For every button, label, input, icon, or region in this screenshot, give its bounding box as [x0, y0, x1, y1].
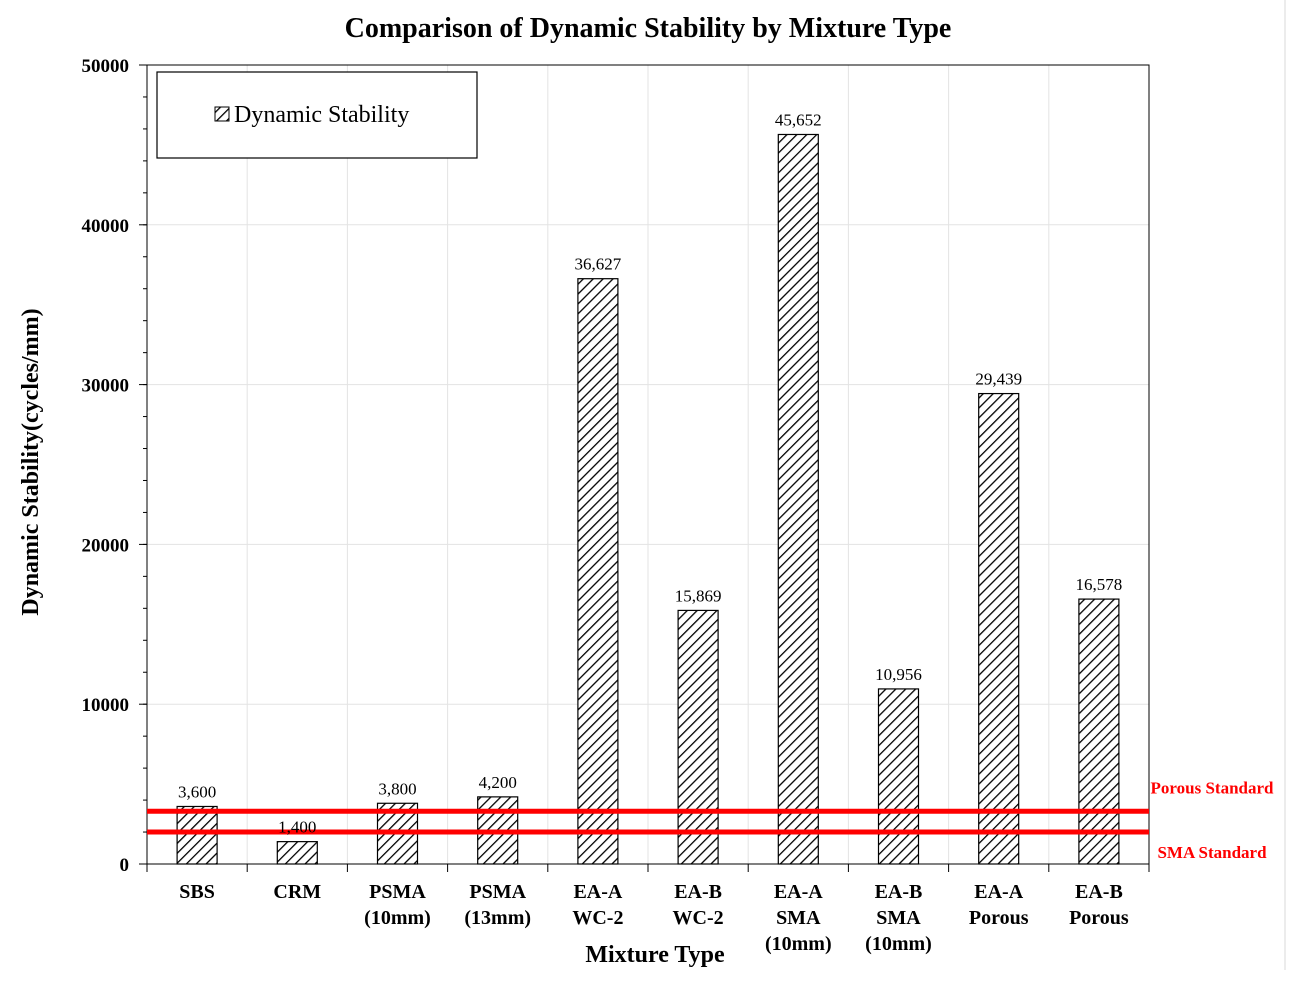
y-tick-label: 30000 [82, 376, 130, 397]
x-tick-label-line: EA-B [1075, 881, 1123, 903]
x-tick-label: PSMA (13mm) [464, 881, 531, 929]
x-tick-label: EA-B WC-2 [673, 881, 724, 929]
x-tick-label-line: Porous [969, 907, 1029, 929]
data-label: 4,200 [479, 773, 517, 792]
x-tick-label: CRM [273, 881, 321, 903]
data-label: 15,869 [675, 586, 722, 605]
bar [276, 841, 318, 865]
legend-box [156, 71, 478, 159]
bar [978, 392, 1020, 865]
x-tick-label-line: (10mm) [765, 933, 832, 955]
x-tick-label-line: EA-B [674, 881, 722, 903]
legend: Dynamic Stability [156, 71, 478, 159]
x-axis-title: Mixture Type [585, 942, 725, 968]
x-tick-label-line: EA-A [573, 881, 622, 903]
x-tick-label-line: SMA [776, 907, 821, 929]
y-axis: 0 10000 20000 30000 40000 50000 [82, 56, 147, 876]
x-axis: SBS CRM PSMA (10mm) PSMA (13mm) EA-A WC-2 EA-B WC… [146, 864, 1150, 955]
x-tick-label: EA-B Porous [1069, 881, 1129, 929]
x-tick-label-line: EA-A [974, 881, 1023, 903]
x-tick-label-line: PSMA [369, 881, 426, 903]
bar [176, 805, 218, 865]
y-axis-title: Dynamic Stability(cycles/mm) [18, 308, 44, 615]
x-tick-label: PSMA (10mm) [364, 881, 431, 929]
y-tick-label: 0 [120, 855, 130, 876]
y-tick-label: 40000 [82, 216, 130, 237]
data-labels: 3,600 1,400 3,800 4,200 36,627 15,869 45,652 10… [178, 110, 1122, 836]
x-tick-label-line: SBS [179, 881, 215, 903]
reference-line-label: Porous Standard [1151, 778, 1275, 797]
bar [577, 278, 619, 865]
data-label: 10,956 [875, 665, 922, 684]
x-tick-label-line: EA-A [774, 881, 823, 903]
x-tick-label-line: (10mm) [865, 933, 932, 955]
y-tick-label: 50000 [82, 56, 130, 77]
x-tick-label: EA-A SMA (10mm) [765, 881, 832, 955]
legend-label: Dynamic Stability [234, 102, 409, 128]
reference-line-label: SMA Standard [1157, 843, 1267, 862]
x-tick-label-line: EA-B [875, 881, 923, 903]
x-tick-label-line: Porous [1069, 907, 1129, 929]
x-tick-label-line: SMA [876, 907, 921, 929]
data-label: 16,578 [1076, 575, 1123, 594]
data-label: 3,600 [178, 782, 216, 801]
bar [1078, 598, 1120, 865]
data-label: 3,800 [378, 779, 416, 798]
x-tick-label: EA-B SMA (10mm) [865, 881, 932, 955]
x-tick-label-line: (10mm) [364, 907, 431, 929]
x-tick-label-line: WC-2 [673, 907, 724, 929]
x-tick-label-line: PSMA [469, 881, 526, 903]
data-label: 29,439 [975, 370, 1022, 389]
data-label: 45,652 [775, 110, 822, 129]
x-tick-label: EA-A WC-2 [572, 881, 623, 929]
data-label: 36,627 [575, 255, 622, 274]
data-label: 1,400 [278, 818, 316, 837]
x-tick-label-line: WC-2 [572, 907, 623, 929]
y-tick-label: 10000 [82, 695, 130, 716]
bar [777, 133, 819, 865]
bar [677, 609, 719, 865]
x-tick-label: EA-A Porous [969, 881, 1029, 929]
bar [877, 688, 920, 865]
legend-swatch-icon [214, 106, 230, 122]
reference-lines: Porous Standard SMA Standard [147, 778, 1274, 862]
chart-title: Comparison of Dynamic Stability by Mixtu… [345, 13, 952, 44]
x-tick-label: SBS [179, 881, 215, 903]
x-tick-label-line: (13mm) [464, 907, 531, 929]
x-tick-label-line: CRM [273, 881, 321, 903]
y-tick-label: 20000 [82, 535, 130, 556]
